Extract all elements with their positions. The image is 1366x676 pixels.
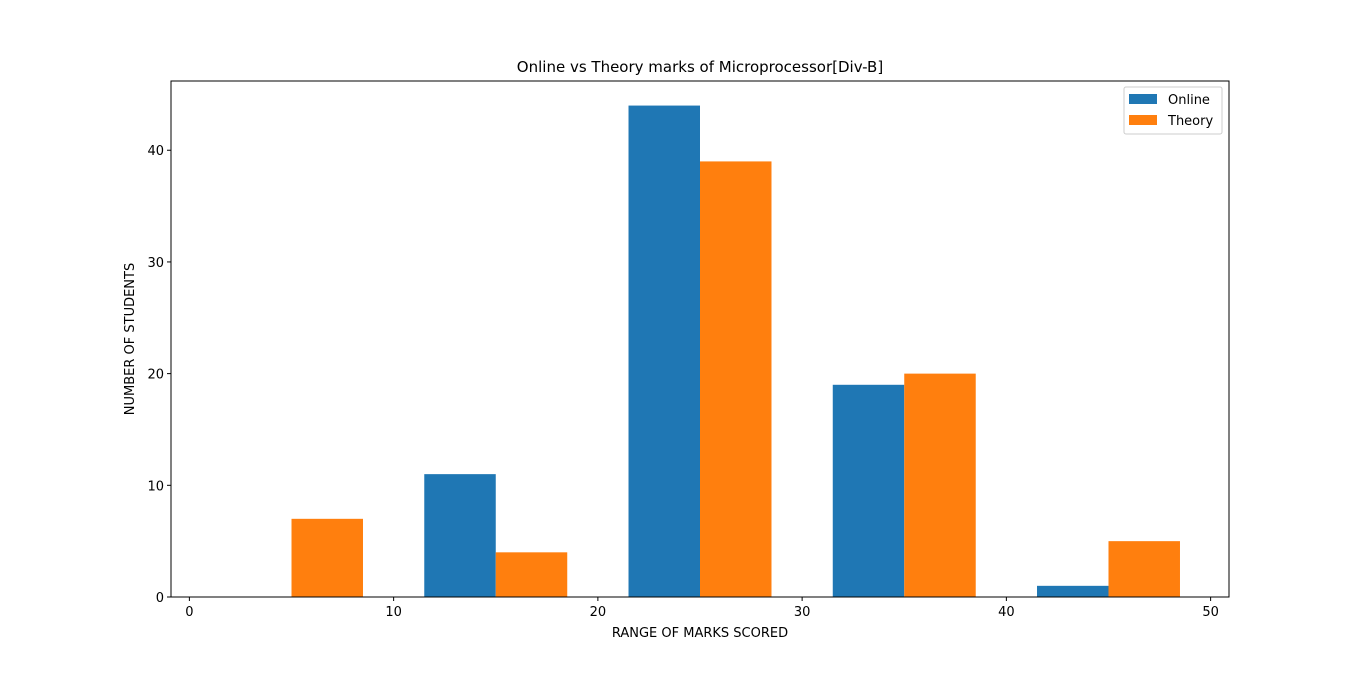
bar-theory-0 [291, 518, 363, 597]
x-tick-label: 20 [590, 605, 607, 620]
legend-swatch-online [1129, 94, 1157, 104]
legend-label-online: Online [1168, 93, 1210, 108]
y-tick-label: 0 [156, 591, 164, 606]
bar-online-3 [832, 384, 905, 597]
y-tick-label: 40 [147, 144, 164, 159]
y-tick-label: 10 [147, 479, 164, 494]
bar-online-4 [1037, 585, 1109, 597]
chart-title: Online vs Theory marks of Microprocessor… [517, 58, 883, 76]
axes-layer: 0 10 20 30 40 50 0 10 20 30 40 [147, 80, 1230, 620]
y-tick-label: 20 [147, 368, 164, 383]
bar-theory-3 [904, 373, 976, 597]
bar-online-1 [424, 474, 496, 597]
legend: Online Theory [1123, 86, 1223, 135]
legend-label-theory: Theory [1167, 114, 1213, 129]
bar-theory-4 [1108, 541, 1180, 597]
bar-theory-1 [495, 552, 568, 597]
y-tick-label: 30 [147, 256, 164, 271]
plot-frame [170, 80, 1230, 598]
x-tick-label: 40 [998, 605, 1015, 620]
x-axis-label: RANGE OF MARKS SCORED [612, 626, 788, 641]
y-axis-label: NUMBER OF STUDENTS [123, 263, 138, 415]
bar-online-2 [628, 105, 700, 598]
bars-layer [291, 105, 1180, 598]
x-tick-label: 50 [1202, 605, 1219, 620]
x-tick-label: 10 [385, 605, 402, 620]
legend-swatch-theory [1129, 115, 1157, 125]
x-tick-label: 30 [794, 605, 811, 620]
x-tick-label: 0 [185, 605, 193, 620]
bar-theory-2 [700, 161, 772, 597]
